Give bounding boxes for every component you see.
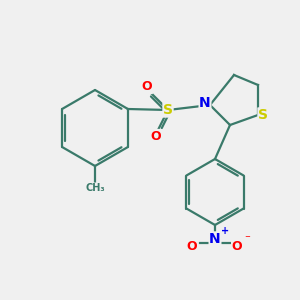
Text: N: N: [199, 96, 211, 110]
Text: O: O: [151, 130, 161, 142]
Text: O: O: [232, 241, 242, 254]
Text: S: S: [258, 108, 268, 122]
Text: +: +: [221, 226, 229, 236]
Text: CH₃: CH₃: [85, 183, 105, 193]
Text: O: O: [142, 80, 152, 94]
Text: ⁻: ⁻: [244, 234, 250, 244]
Text: N: N: [209, 232, 221, 246]
Text: S: S: [163, 103, 173, 117]
Text: O: O: [187, 241, 197, 254]
